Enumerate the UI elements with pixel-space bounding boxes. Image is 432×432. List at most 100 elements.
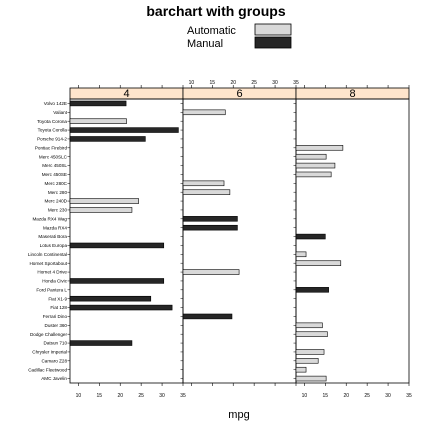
category-label: Camaro Z28 bbox=[41, 358, 67, 363]
category-label: Merc 280C bbox=[45, 181, 68, 186]
category-label: Toyota Corolla bbox=[38, 128, 68, 133]
bar-chrysler-imperial bbox=[295, 349, 325, 355]
strip-label-6: 6 bbox=[236, 88, 242, 100]
category-label: Merc 230 bbox=[48, 208, 68, 213]
legend-label-manual: Manual bbox=[187, 38, 223, 50]
category-label: Maserati Bora bbox=[38, 234, 67, 239]
legend-swatch-manual bbox=[254, 36, 292, 49]
x-tick-label: 25 bbox=[138, 393, 144, 399]
bar-merc-280c bbox=[182, 180, 225, 187]
x-tick-label: 25 bbox=[251, 80, 257, 86]
panel-frame-6 bbox=[182, 98, 297, 384]
category-label: Toyota Corona bbox=[37, 119, 67, 124]
category-label: Valiant bbox=[53, 110, 67, 115]
category-label: Pontiac Firebird bbox=[35, 145, 68, 150]
panel-8: 8 bbox=[295, 85, 410, 386]
bar-porsche-914-2 bbox=[69, 136, 146, 142]
category-labels: Volvo 142E Valiant Toyota Corona Toyota Cor… bbox=[28, 101, 296, 381]
bar-ferrari-dino bbox=[182, 313, 233, 320]
bar-hornet-4-drive bbox=[182, 269, 240, 275]
bar-lincoln-continental bbox=[295, 251, 307, 258]
bar-pontiac-firebird bbox=[295, 145, 344, 151]
bar-camaro-z28 bbox=[295, 358, 319, 364]
category-label: Volvo 142E bbox=[44, 101, 67, 106]
category-label: AMC Javelin bbox=[41, 376, 67, 381]
category-label: Dodge Challenger bbox=[30, 332, 68, 337]
x-tick-label: 20 bbox=[343, 393, 349, 399]
category-label: Hornet 4 Drive bbox=[37, 270, 67, 275]
bar-mazda-rx4-wag bbox=[182, 216, 238, 222]
bar-merc-450se bbox=[295, 171, 332, 178]
category-label: Ford Pantera L bbox=[36, 287, 67, 292]
bar-toyota-corona bbox=[69, 118, 127, 124]
x-tick-label: 20 bbox=[230, 80, 236, 86]
legend: Automatic Manual bbox=[187, 23, 292, 50]
x-tick-label: 35 bbox=[293, 80, 299, 86]
x-tick-label: 15 bbox=[210, 80, 216, 86]
bar-fiat-x1-9 bbox=[69, 295, 152, 302]
panel-frame-8 bbox=[295, 98, 410, 384]
x-tick-label: 10 bbox=[76, 393, 82, 399]
bar-merc-230 bbox=[69, 207, 133, 213]
strip-label-8: 8 bbox=[349, 88, 355, 100]
category-label: Duster 360 bbox=[45, 323, 68, 328]
category-label: Datsun 710 bbox=[44, 341, 68, 346]
category-label: Lotus Europa bbox=[40, 243, 68, 248]
category-label: Mazda RX4 Wag bbox=[32, 216, 67, 221]
bar-mazda-rx4 bbox=[182, 224, 238, 231]
strip-label-4: 4 bbox=[123, 88, 129, 100]
bar-lotus-europa bbox=[69, 242, 165, 249]
panels: 4 6 8 bbox=[69, 85, 410, 386]
x-tick-label: 35 bbox=[180, 393, 186, 399]
category-label: Merc 280 bbox=[48, 190, 68, 195]
bar-hornet-sportabout bbox=[295, 260, 342, 266]
category-label: Fiat X1-9 bbox=[48, 296, 67, 301]
x-tick-label: 15 bbox=[323, 393, 329, 399]
bar-dodge-challenger bbox=[295, 331, 328, 337]
x-tick-label: 25 bbox=[364, 393, 370, 399]
x-tick-label: 35 bbox=[406, 393, 412, 399]
bar-volvo-142e bbox=[69, 100, 127, 107]
bar-merc-450sl bbox=[295, 162, 336, 169]
x-tick-label: 10 bbox=[189, 80, 195, 86]
bar-honda-civic bbox=[69, 278, 165, 284]
category-label: Mazda RX4 bbox=[43, 225, 67, 230]
bar-cadillac-fleetwood bbox=[295, 366, 307, 373]
bar-fiat-128 bbox=[69, 304, 173, 311]
bar-datsun-710 bbox=[69, 340, 133, 346]
x-tick-label: 10 bbox=[302, 393, 308, 399]
category-label: Ferrari Dino bbox=[43, 314, 68, 319]
panel-6: 6 bbox=[182, 85, 297, 386]
category-label: Merc 450SLC bbox=[39, 154, 68, 159]
category-label: Cadillac Fleetwood bbox=[28, 367, 67, 372]
category-label: Honda Civic bbox=[42, 279, 67, 284]
bar-valiant bbox=[182, 109, 226, 116]
chart-title: barchart with groups bbox=[146, 3, 285, 19]
bar-amc-javelin bbox=[295, 375, 327, 382]
category-label: Merc 450SL bbox=[42, 163, 67, 168]
category-label: Porsche 914-2 bbox=[37, 137, 67, 142]
category-label: Merc 450SE bbox=[42, 172, 67, 177]
category-label: Lincoln Continental bbox=[28, 252, 67, 257]
x-tick-label: 15 bbox=[97, 393, 103, 399]
x-tick-label: 30 bbox=[385, 393, 391, 399]
bar-merc-280 bbox=[182, 189, 231, 195]
bar-ford-pantera-l bbox=[295, 287, 329, 293]
x-tick-label: 30 bbox=[159, 393, 165, 399]
bar-duster-360 bbox=[295, 322, 323, 329]
bar-maserati-bora bbox=[295, 233, 326, 240]
category-label: Fiat 128 bbox=[50, 305, 67, 310]
bar-merc-240d bbox=[69, 198, 139, 204]
x-tick-label: 30 bbox=[272, 80, 278, 86]
legend-swatch-automatic bbox=[254, 23, 292, 36]
bar-toyota-corolla bbox=[69, 127, 179, 133]
bar-merc-450slc bbox=[295, 153, 327, 160]
category-label: Chrysler Imperial bbox=[32, 350, 67, 355]
x-axis-label: mpg bbox=[228, 409, 249, 421]
category-label: Hornet Sportabout bbox=[29, 261, 67, 266]
category-label: Merc 240D bbox=[45, 199, 68, 204]
x-tick-label: 20 bbox=[117, 393, 123, 399]
x-axis-ticks: 10 15 20 25 30 35 10 15 20 25 30 35 10 15 20 25 30 35 bbox=[76, 80, 412, 399]
legend-label-automatic: Automatic bbox=[187, 25, 236, 37]
